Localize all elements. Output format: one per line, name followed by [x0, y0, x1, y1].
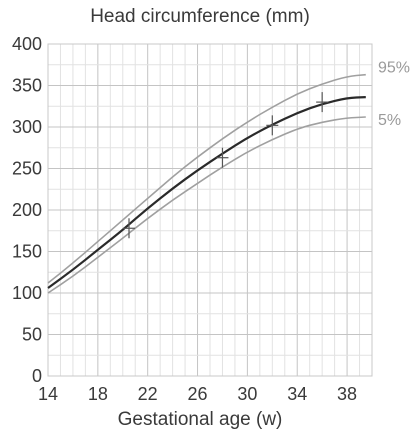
y-tick-label: 150	[12, 242, 42, 262]
x-tick-label: 18	[88, 384, 108, 404]
percentile-label: 5%	[378, 112, 401, 129]
y-tick-label: 200	[12, 200, 42, 220]
series-line-95pct	[47, 73, 366, 284]
y-tick-label: 100	[12, 283, 42, 303]
tick-labels: 0 50 100 150 200 250 300 350 400 14 18 22 26 30 34 38	[12, 34, 357, 404]
y-tick-label: 50	[22, 325, 42, 345]
x-tick-label: 14	[38, 384, 58, 404]
marker-group	[123, 92, 329, 239]
measurement-marker	[216, 147, 229, 168]
percentile-label: 95%	[378, 60, 410, 77]
y-tick-label: 350	[12, 76, 42, 96]
series-line-5pct	[47, 116, 366, 294]
series-group	[47, 73, 366, 294]
x-tick-label: 38	[337, 384, 357, 404]
x-tick-label: 34	[287, 384, 307, 404]
y-tick-label: 250	[12, 159, 42, 179]
measurement-marker	[123, 218, 135, 239]
percentile-labels: 95% 5%	[378, 60, 410, 129]
series-line-median	[47, 96, 366, 289]
measurement-marker	[266, 115, 279, 136]
grid	[47, 43, 373, 377]
chart-title: Head circumference (mm)	[90, 6, 310, 27]
y-tick-label: 0	[32, 366, 42, 386]
measurement-marker	[316, 92, 329, 113]
x-tick-label: 26	[188, 384, 208, 404]
x-tick-label: 30	[237, 384, 257, 404]
y-tick-label: 300	[12, 117, 42, 137]
x-axis-label: Gestational age (w)	[118, 409, 283, 430]
plot-frame	[47, 43, 373, 377]
x-tick-label: 22	[138, 384, 158, 404]
y-tick-label: 400	[12, 34, 42, 54]
